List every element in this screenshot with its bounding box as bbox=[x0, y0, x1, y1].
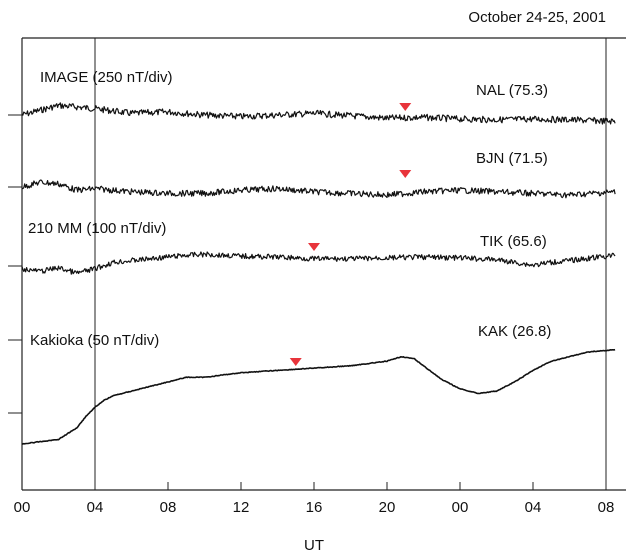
x-tick-label: 20 bbox=[379, 499, 396, 516]
event-marker-triangle bbox=[289, 358, 302, 366]
x-axis: 00 04 08 12 16 20 00 04 08 bbox=[14, 482, 615, 516]
x-tick-label: 04 bbox=[525, 499, 542, 516]
x-axis-title: UT bbox=[304, 537, 324, 554]
event-marker-triangle bbox=[399, 103, 412, 111]
traces bbox=[21, 102, 616, 445]
series-line-bjn bbox=[21, 179, 616, 199]
x-tick-label: 12 bbox=[233, 499, 250, 516]
series-label-bjn: BJN (71.5) bbox=[476, 150, 548, 167]
event-marker-triangle bbox=[399, 170, 412, 178]
x-tick-label: 16 bbox=[306, 499, 323, 516]
chart-title: October 24-25, 2001 bbox=[468, 9, 606, 26]
series-line-nal bbox=[21, 102, 616, 125]
group-label-image: IMAGE (250 nT/div) bbox=[40, 69, 173, 86]
series-label-nal: NAL (75.3) bbox=[476, 82, 548, 99]
series-label-kak: KAK (26.8) bbox=[478, 323, 551, 340]
x-tick-label: 04 bbox=[87, 499, 104, 516]
series-line-tik bbox=[21, 251, 616, 275]
plot-frame bbox=[21, 37, 626, 491]
event-marker-triangle bbox=[308, 243, 320, 251]
event-markers bbox=[289, 103, 412, 366]
marker-lines bbox=[94, 38, 607, 490]
x-tick-label: 00 bbox=[14, 499, 31, 516]
group-label-210mm: 210 MM (100 nT/div) bbox=[28, 220, 166, 237]
x-tick-label: 08 bbox=[160, 499, 177, 516]
x-tick-label: 08 bbox=[598, 499, 615, 516]
x-tick-label: 00 bbox=[452, 499, 469, 516]
series-line-kak bbox=[21, 348, 616, 445]
y-ticks bbox=[8, 114, 22, 414]
series-label-tik: TIK (65.6) bbox=[480, 233, 547, 250]
group-label-kakioka: Kakioka (50 nT/div) bbox=[30, 332, 159, 349]
